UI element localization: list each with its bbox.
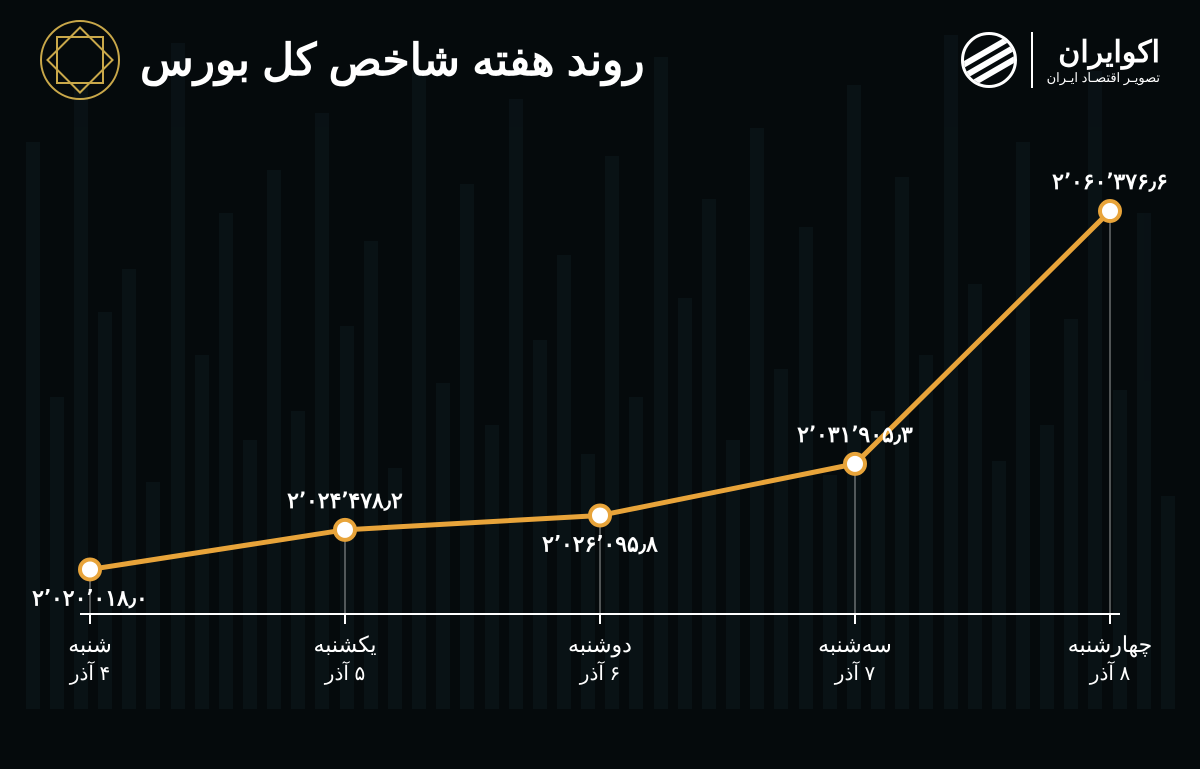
value-label: ۲٬۰۲۴٬۴۷۸٫۲ <box>287 488 403 513</box>
x-day-label: چهارشنبه <box>1068 632 1153 658</box>
x-day-label: دوشنبه <box>568 632 632 658</box>
x-date-label: ۴ آذر <box>69 661 110 685</box>
chart-title: روند هفته شاخص کل بورس <box>140 35 645 86</box>
brand-logo-icon <box>961 32 1017 88</box>
x-date-label: ۸ آذر <box>1089 661 1131 685</box>
x-date-label: ۵ آذر <box>324 661 365 685</box>
brand-name: اکوایران <box>1047 35 1160 70</box>
value-label: ۲٬۰۲۶٬۰۹۵٫۸ <box>542 531 658 556</box>
line-chart: ۲٬۰۲۰٬۰۱۸٫۰۲٬۰۲۴٬۴۷۸٫۲۲٬۰۲۶٬۰۹۵٫۸۲٬۰۳۱٬۹… <box>70 150 1130 709</box>
x-day-label: یکشنبه <box>314 632 377 657</box>
x-day-label: شنبه <box>68 632 112 657</box>
header: اکوایران تصویـر اقتصـاد ایـران روند هفته… <box>0 20 1200 100</box>
x-date-label: ۷ آذر <box>834 661 876 685</box>
value-label: ۲٬۰۳۱٬۹۰۵٫۳ <box>797 422 913 447</box>
emblem-icon <box>40 20 120 100</box>
value-label: ۲٬۰۶۰٬۳۷۶٫۶ <box>1052 169 1168 194</box>
x-day-label: سه‌شنبه <box>818 632 892 657</box>
brand-tagline: تصویـر اقتصـاد ایـران <box>1047 70 1160 86</box>
brand-block: اکوایران تصویـر اقتصـاد ایـران <box>961 32 1160 88</box>
brand-divider <box>1031 32 1033 88</box>
title-block: روند هفته شاخص کل بورس <box>40 20 645 100</box>
value-label: ۲٬۰۲۰٬۰۱۸٫۰ <box>32 585 148 610</box>
x-date-label: ۶ آذر <box>579 661 620 685</box>
